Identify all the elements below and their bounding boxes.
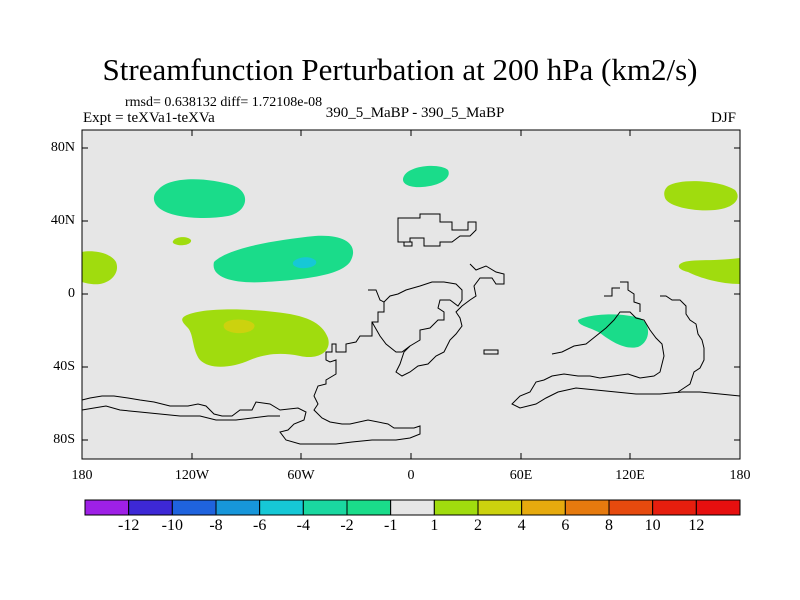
anomaly-north-atlantic xyxy=(402,165,449,188)
colorbar-swatch xyxy=(477,499,523,516)
colorbar-label: -2 xyxy=(340,517,354,534)
x-tick-label: 60W xyxy=(287,468,315,483)
anomaly-south-pacific-core xyxy=(223,319,255,334)
y-tick-label: 40N xyxy=(50,213,75,228)
colorbar-swatch xyxy=(564,499,610,516)
colorbar-swatch xyxy=(128,499,173,516)
coastline-europe xyxy=(397,213,477,247)
colorbar-label: -10 xyxy=(161,517,183,534)
anomaly-small-pacific xyxy=(172,237,192,246)
anomaly-regions xyxy=(82,165,740,367)
x-tick-label: 180 xyxy=(729,468,751,483)
coastline-south-america-inner xyxy=(371,281,463,353)
colorbar-swatch xyxy=(259,499,304,516)
colorbar-swatch xyxy=(390,499,435,516)
y-tick-label: 80N xyxy=(50,140,75,155)
x-tick-label: 180 xyxy=(71,468,93,483)
colorbar-swatch xyxy=(215,499,261,516)
colorbar-swatch xyxy=(608,499,654,516)
coastline-america xyxy=(81,289,421,445)
colorbar-label: 8 xyxy=(605,517,613,534)
colorbar-label: -1 xyxy=(383,517,398,534)
figure-title: Streamfunction Perturbation at 200 hPa (… xyxy=(102,52,698,87)
coastline-island xyxy=(483,349,499,355)
colorbar-label: 10 xyxy=(644,517,661,534)
anomaly-tropical-pacific-core xyxy=(292,257,317,269)
y-tick-label: 0 xyxy=(68,286,75,301)
anomaly-south-pacific xyxy=(182,309,329,367)
x-tick-label: 120E xyxy=(615,468,645,483)
colorbar-swatch xyxy=(171,499,217,516)
colorbar-label: 4 xyxy=(517,517,526,534)
coastline-asia-south xyxy=(511,311,741,409)
coastlines xyxy=(81,213,741,445)
x-tick-label: 120W xyxy=(174,468,210,483)
colorbar-swatch xyxy=(695,499,741,516)
anomaly-tropical-pacific xyxy=(213,235,354,283)
x-tick-label: 60E xyxy=(509,468,533,483)
y-tick-label: 40S xyxy=(53,359,75,374)
anomaly-nh-pacific xyxy=(153,179,246,218)
y-tick-label: 80S xyxy=(53,432,75,447)
colorbar xyxy=(84,499,741,516)
anomaly-dateline-east xyxy=(82,251,118,285)
colorbar-swatch xyxy=(521,499,566,516)
colorbar-label: 12 xyxy=(688,517,705,534)
coastline-africa xyxy=(395,263,505,377)
colorbar-label: 6 xyxy=(561,517,570,534)
colorbar-label: -6 xyxy=(252,517,267,534)
coastline-antarctic xyxy=(81,405,280,421)
colorbar-swatch xyxy=(84,499,130,516)
stats-label: rmsd= 0.638132 diff= 1.72108e-08 xyxy=(125,95,323,110)
colorbar-label: -12 xyxy=(117,517,140,534)
x-tick-label: 0 xyxy=(407,468,415,483)
colorbar-label: 1 xyxy=(430,517,439,534)
coastline-east-asia xyxy=(604,281,705,393)
cases-label: 390_5_MaBP - 390_5_MaBP xyxy=(325,105,505,121)
experiment-label: Expt = teXVa1-teXVa xyxy=(83,110,215,126)
season-label: DJF xyxy=(711,110,737,126)
anomaly-w-pacific-tropics xyxy=(678,258,740,284)
colorbar-swatch xyxy=(302,499,348,516)
axis-ticks xyxy=(81,130,741,459)
colorbar-label: -4 xyxy=(296,517,310,534)
colorbar-swatch xyxy=(346,499,392,516)
anomaly-nw-pacific xyxy=(664,181,738,211)
colorbar-swatch xyxy=(652,499,697,516)
anomaly-indonesia xyxy=(578,314,649,348)
colorbar-swatch xyxy=(433,499,479,516)
colorbar-label: -8 xyxy=(209,517,223,534)
colorbar-label: 2 xyxy=(474,517,482,534)
